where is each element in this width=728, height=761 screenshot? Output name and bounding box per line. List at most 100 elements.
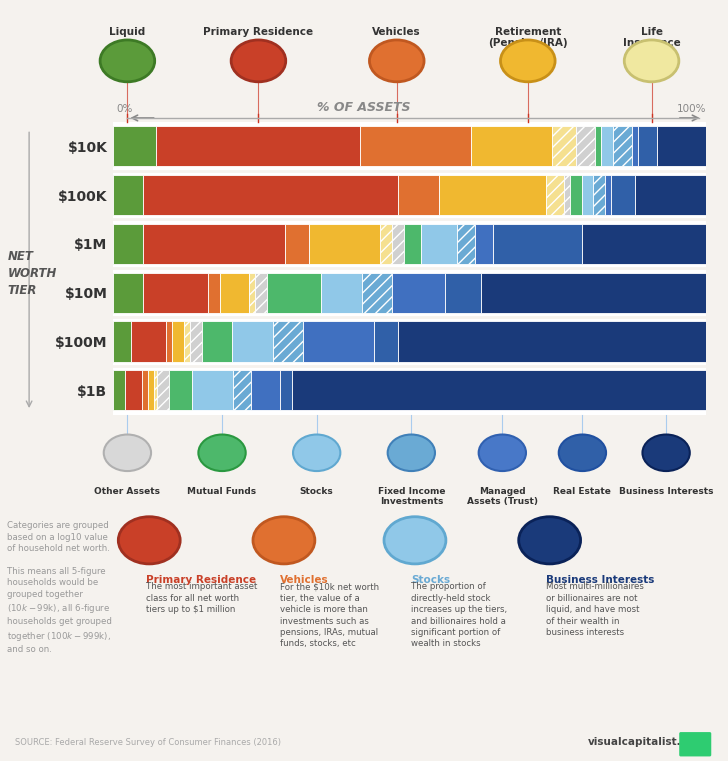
Text: Most multi-millionaires
or billionaires are not
liquid, and have most
of their w: Most multi-millionaires or billionaires … xyxy=(546,582,644,637)
Bar xyxy=(233,371,251,410)
Text: Real Estate: Real Estate xyxy=(553,487,612,496)
Text: Other Assets: Other Assets xyxy=(95,487,160,496)
Text: Life
Insurance: Life Insurance xyxy=(622,27,681,48)
Bar xyxy=(232,321,273,361)
Bar xyxy=(612,175,635,215)
Bar xyxy=(360,126,471,166)
Bar xyxy=(113,126,156,166)
Bar xyxy=(320,272,362,313)
Bar xyxy=(657,126,706,166)
Bar xyxy=(582,175,593,215)
Bar xyxy=(563,175,570,215)
Bar xyxy=(285,224,309,264)
Bar xyxy=(595,126,601,166)
Bar xyxy=(632,126,638,166)
Text: visualcapitalist.com: visualcapitalist.com xyxy=(588,737,706,747)
Bar xyxy=(143,175,397,215)
Text: Business Interests: Business Interests xyxy=(619,487,713,496)
Bar xyxy=(157,371,169,410)
Bar xyxy=(601,126,614,166)
Text: Stocks: Stocks xyxy=(411,575,451,584)
Bar xyxy=(113,321,130,361)
Bar xyxy=(130,321,166,361)
Bar xyxy=(403,224,422,264)
Bar xyxy=(303,321,374,361)
Bar xyxy=(143,272,207,313)
Text: Business Interests: Business Interests xyxy=(546,575,654,584)
Bar xyxy=(202,321,232,361)
Bar xyxy=(397,321,706,361)
Text: Vehicles: Vehicles xyxy=(280,575,329,584)
Text: Retirement
(Pension/IRA): Retirement (Pension/IRA) xyxy=(488,27,568,48)
Bar xyxy=(593,175,605,215)
Text: SOURCE: Federal Reserve Survey of Consumer Finances (2016): SOURCE: Federal Reserve Survey of Consum… xyxy=(15,738,280,747)
Bar xyxy=(220,272,249,313)
Bar xyxy=(493,224,582,264)
Text: % OF ASSETS: % OF ASSETS xyxy=(317,101,411,114)
Text: Stocks: Stocks xyxy=(300,487,333,496)
Text: Categories are grouped
based on a log10 value
of household net worth.: Categories are grouped based on a log10 … xyxy=(7,521,110,553)
Bar xyxy=(380,224,392,264)
Bar xyxy=(124,371,142,410)
Text: Mutual Funds: Mutual Funds xyxy=(188,487,256,496)
Text: Primary Residence: Primary Residence xyxy=(203,27,314,37)
Bar xyxy=(392,224,403,264)
Text: 100%: 100% xyxy=(676,104,706,114)
Bar xyxy=(256,272,267,313)
Text: For the $10k net worth
tier, the value of a
vehicle is more than
investments suc: For the $10k net worth tier, the value o… xyxy=(280,582,379,648)
Text: Liquid: Liquid xyxy=(109,27,146,37)
Bar xyxy=(154,371,157,410)
Bar xyxy=(173,321,184,361)
Bar xyxy=(192,371,233,410)
Bar xyxy=(638,126,657,166)
Bar xyxy=(439,175,546,215)
Text: The proportion of
directly-held stock
increases up the tiers,
and billionaires h: The proportion of directly-held stock in… xyxy=(411,582,507,648)
Bar xyxy=(614,126,632,166)
Bar xyxy=(190,321,202,361)
Bar xyxy=(471,126,552,166)
Text: Vehicles: Vehicles xyxy=(373,27,421,37)
Bar xyxy=(457,224,475,264)
Bar xyxy=(156,126,360,166)
Bar xyxy=(273,321,303,361)
Bar xyxy=(582,224,706,264)
Bar xyxy=(397,175,439,215)
Bar xyxy=(577,126,595,166)
Text: NET
WORTH
TIER: NET WORTH TIER xyxy=(7,250,57,298)
Bar xyxy=(113,175,143,215)
Bar xyxy=(113,371,124,410)
Bar xyxy=(546,175,563,215)
Bar xyxy=(309,224,380,264)
Text: This means all 5-figure
households would be
grouped together
($10k-$99k), all 6-: This means all 5-figure households would… xyxy=(7,567,112,654)
Bar xyxy=(280,371,292,410)
Bar xyxy=(251,371,280,410)
Text: Fixed Income
Investments: Fixed Income Investments xyxy=(378,487,445,506)
Bar xyxy=(267,272,320,313)
Bar xyxy=(475,224,493,264)
Bar xyxy=(635,175,706,215)
Bar xyxy=(113,224,143,264)
Text: Primary Residence: Primary Residence xyxy=(146,575,256,584)
Bar xyxy=(570,175,582,215)
Bar xyxy=(207,272,220,313)
Bar xyxy=(142,371,148,410)
Bar xyxy=(445,272,480,313)
Text: The most important asset
class for all net worth
tiers up to $1 million: The most important asset class for all n… xyxy=(146,582,257,614)
Bar xyxy=(166,321,173,361)
Bar xyxy=(392,272,445,313)
Bar xyxy=(552,126,577,166)
Bar xyxy=(480,272,706,313)
Bar xyxy=(422,224,457,264)
Text: 0%: 0% xyxy=(116,104,132,114)
Bar xyxy=(362,272,392,313)
Bar xyxy=(374,321,397,361)
Text: Managed
Assets (Trust): Managed Assets (Trust) xyxy=(467,487,538,506)
Bar xyxy=(143,224,285,264)
Bar xyxy=(249,272,256,313)
Bar xyxy=(605,175,612,215)
Bar xyxy=(169,371,192,410)
Bar xyxy=(184,321,190,361)
Bar xyxy=(292,371,706,410)
Bar xyxy=(113,272,143,313)
Bar xyxy=(148,371,154,410)
